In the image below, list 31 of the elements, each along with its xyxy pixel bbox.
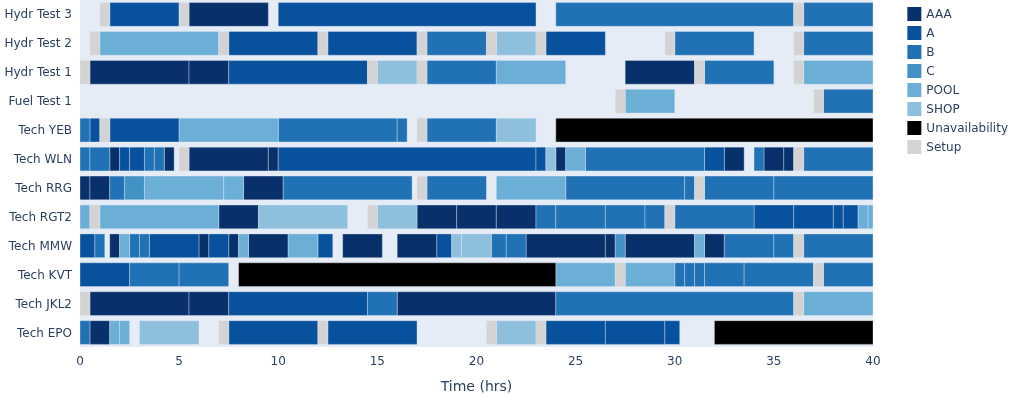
y-tick-label: Tech KVT [16,267,73,282]
y-tick-label: Tech MMW [7,238,73,253]
y-tick-label: Fuel Test 1 [8,94,72,109]
x-tick-label: 40 [865,354,881,368]
legend-label: POOL [926,83,960,97]
y-tick-label: Tech RGT2 [8,209,72,224]
legend-label: Unavailability [926,121,1009,135]
x-tick-label: 10 [270,354,286,368]
y-tick-label: Tech RRG [14,180,72,195]
legend-label: SHOP [926,102,960,116]
x-tick-label: 35 [766,354,782,368]
x-tick-label: 0 [76,354,84,368]
legend-label: A [926,26,936,40]
x-tick-label: 30 [667,354,683,368]
y-tick-label: Tech JKL2 [14,296,72,311]
y-tick-label: Tech EPO [16,325,72,340]
x-tick-label: 25 [567,354,584,368]
y-tick-label: Hydr Test 2 [4,36,72,51]
y-tick-label: Hydr Test 1 [4,65,72,80]
x-tick-label: 20 [468,354,485,368]
bar [342,233,383,258]
x-axis-title: Time (hrs) [439,378,513,394]
x-tick-label: 5 [175,354,183,368]
y-tick-label: Tech WLN [12,152,72,167]
legend-label: B [926,45,935,59]
y-tick-label: Tech YEB [17,123,72,138]
y-tick-label: Hydr Test 3 [4,7,72,22]
x-tick-label: 15 [369,354,386,368]
legend-label: Setup [926,140,962,154]
legend-label: C [926,64,935,78]
legend-label: AAA [926,7,953,21]
